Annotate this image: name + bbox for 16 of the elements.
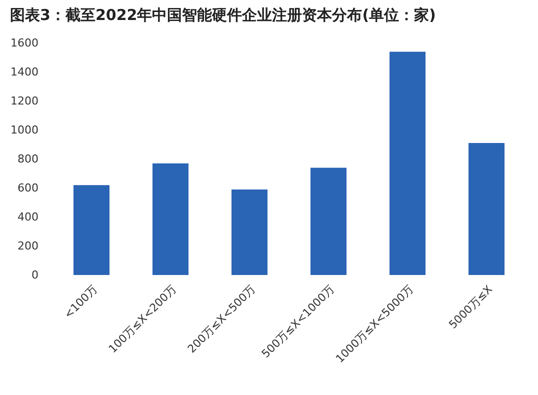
y-tick-label: 0 (32, 268, 38, 282)
bar (231, 189, 268, 275)
bar (310, 168, 347, 275)
y-tick-label: 1200 (10, 94, 38, 108)
y-tick-label: 1400 (10, 66, 38, 78)
y-tick-label: 400 (18, 210, 38, 224)
bar (73, 185, 110, 275)
chart-title: 图表3：截至2022年中国智能硬件企业注册资本分布(单位：家) (10, 6, 436, 24)
y-tick-label: 800 (18, 152, 38, 166)
bar (152, 163, 188, 275)
y-tick-label: 600 (18, 182, 38, 194)
bar (468, 143, 505, 275)
y-tick-label: 1600 (10, 36, 38, 50)
bar (390, 52, 426, 275)
y-tick-label: 1000 (10, 124, 38, 136)
y-tick-label: 200 (18, 240, 38, 252)
